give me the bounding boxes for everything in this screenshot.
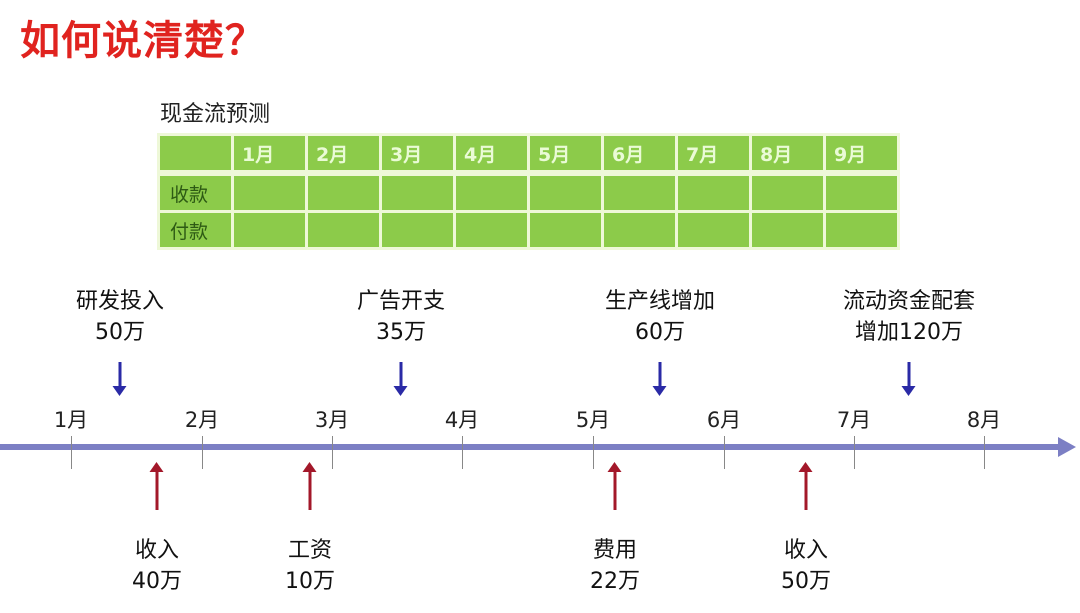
payment-event: 广告开支 35万 (357, 286, 445, 348)
table-cell (456, 213, 527, 247)
table-cell (752, 176, 823, 210)
payment-amount: 增加120万 (854, 320, 963, 345)
timeline-axis (0, 444, 1064, 450)
timeline-month-label: 7月 (836, 408, 872, 432)
payment-amount: 35万 (375, 320, 426, 345)
payment-label: 流动资金配套 (842, 289, 976, 314)
up-arrow-icon (149, 462, 164, 510)
table-cell (530, 176, 601, 210)
receipt-amount: 22万 (590, 569, 640, 594)
row-header-receipts: 收款 (160, 176, 231, 210)
timeline-tick (202, 436, 203, 469)
payment-event: 研发投入 50万 (76, 286, 164, 348)
table-cell (382, 213, 453, 247)
corner-cell (160, 136, 231, 173)
timeline-month-label: 6月 (706, 408, 742, 432)
payment-amount: 50万 (94, 320, 145, 345)
up-arrow-icon (607, 462, 622, 510)
payment-event: 生产线增加 60万 (605, 286, 715, 348)
month-header: 9月 (826, 136, 897, 173)
table-header-row: 1月 2月 3月 4月 5月 6月 7月 8月 9月 (160, 136, 897, 173)
receipt-amount: 10万 (285, 569, 335, 594)
receipt-amount: 50万 (781, 569, 831, 594)
payment-label: 广告开支 (356, 289, 446, 314)
timeline-tick (71, 436, 72, 469)
payment-amount: 60万 (634, 320, 685, 345)
table-cell (308, 176, 379, 210)
up-arrow-icon (798, 462, 813, 510)
table-cell (752, 213, 823, 247)
table-cell (530, 213, 601, 247)
table-cell (456, 176, 527, 210)
month-header: 2月 (308, 136, 379, 173)
table-cell (678, 213, 749, 247)
month-header: 7月 (678, 136, 749, 173)
cash-flow-table: 1月 2月 3月 4月 5月 6月 7月 8月 9月 收款 付款 (157, 133, 900, 250)
month-header: 8月 (752, 136, 823, 173)
month-header: 4月 (456, 136, 527, 173)
slide-title: 如何说清楚？ (20, 18, 266, 64)
receipt-event: 收入 50万 (781, 535, 831, 597)
receipt-event: 费用 22万 (590, 535, 640, 597)
payment-event: 流动资金配套 增加120万 (843, 286, 975, 348)
down-arrow-icon (901, 362, 916, 396)
month-header: 6月 (604, 136, 675, 173)
timeline-arrowhead-icon (1058, 437, 1076, 457)
receipt-amount: 40万 (132, 569, 182, 594)
receipt-label: 工资 (287, 538, 332, 563)
down-arrow-icon (393, 362, 408, 396)
table-cell (604, 176, 675, 210)
timeline-month-label: 4月 (444, 408, 480, 432)
receipt-label: 费用 (592, 538, 637, 563)
table-row: 收款 (160, 176, 897, 210)
receipt-event: 收入 40万 (132, 535, 182, 597)
payment-label: 研发投入 (75, 289, 165, 314)
timeline-tick (984, 436, 985, 469)
table-title: 现金流预测 (160, 102, 271, 127)
table-cell (234, 213, 305, 247)
timeline-month-label: 3月 (314, 408, 350, 432)
timeline-tick (462, 436, 463, 469)
month-header: 3月 (382, 136, 453, 173)
receipt-event: 工资 10万 (285, 535, 335, 597)
table-cell (382, 176, 453, 210)
timeline-month-label: 8月 (966, 408, 1002, 432)
month-header: 5月 (530, 136, 601, 173)
table-cell (826, 176, 897, 210)
timeline-month-label: 2月 (184, 408, 220, 432)
table-cell (604, 213, 675, 247)
row-header-payments: 付款 (160, 213, 231, 247)
up-arrow-icon (302, 462, 317, 510)
timeline-tick (724, 436, 725, 469)
table-row: 付款 (160, 213, 897, 247)
timeline-tick (332, 436, 333, 469)
timeline-month-label: 5月 (575, 408, 611, 432)
receipt-label: 收入 (783, 538, 828, 563)
down-arrow-icon (652, 362, 667, 396)
timeline-tick (854, 436, 855, 469)
payment-label: 生产线增加 (604, 289, 716, 314)
down-arrow-icon (112, 362, 127, 396)
table-cell (826, 213, 897, 247)
table-cell (678, 176, 749, 210)
table-cell (308, 213, 379, 247)
timeline-tick (593, 436, 594, 469)
receipt-label: 收入 (134, 538, 179, 563)
month-header: 1月 (234, 136, 305, 173)
table-cell (234, 176, 305, 210)
timeline-month-label: 1月 (53, 408, 89, 432)
